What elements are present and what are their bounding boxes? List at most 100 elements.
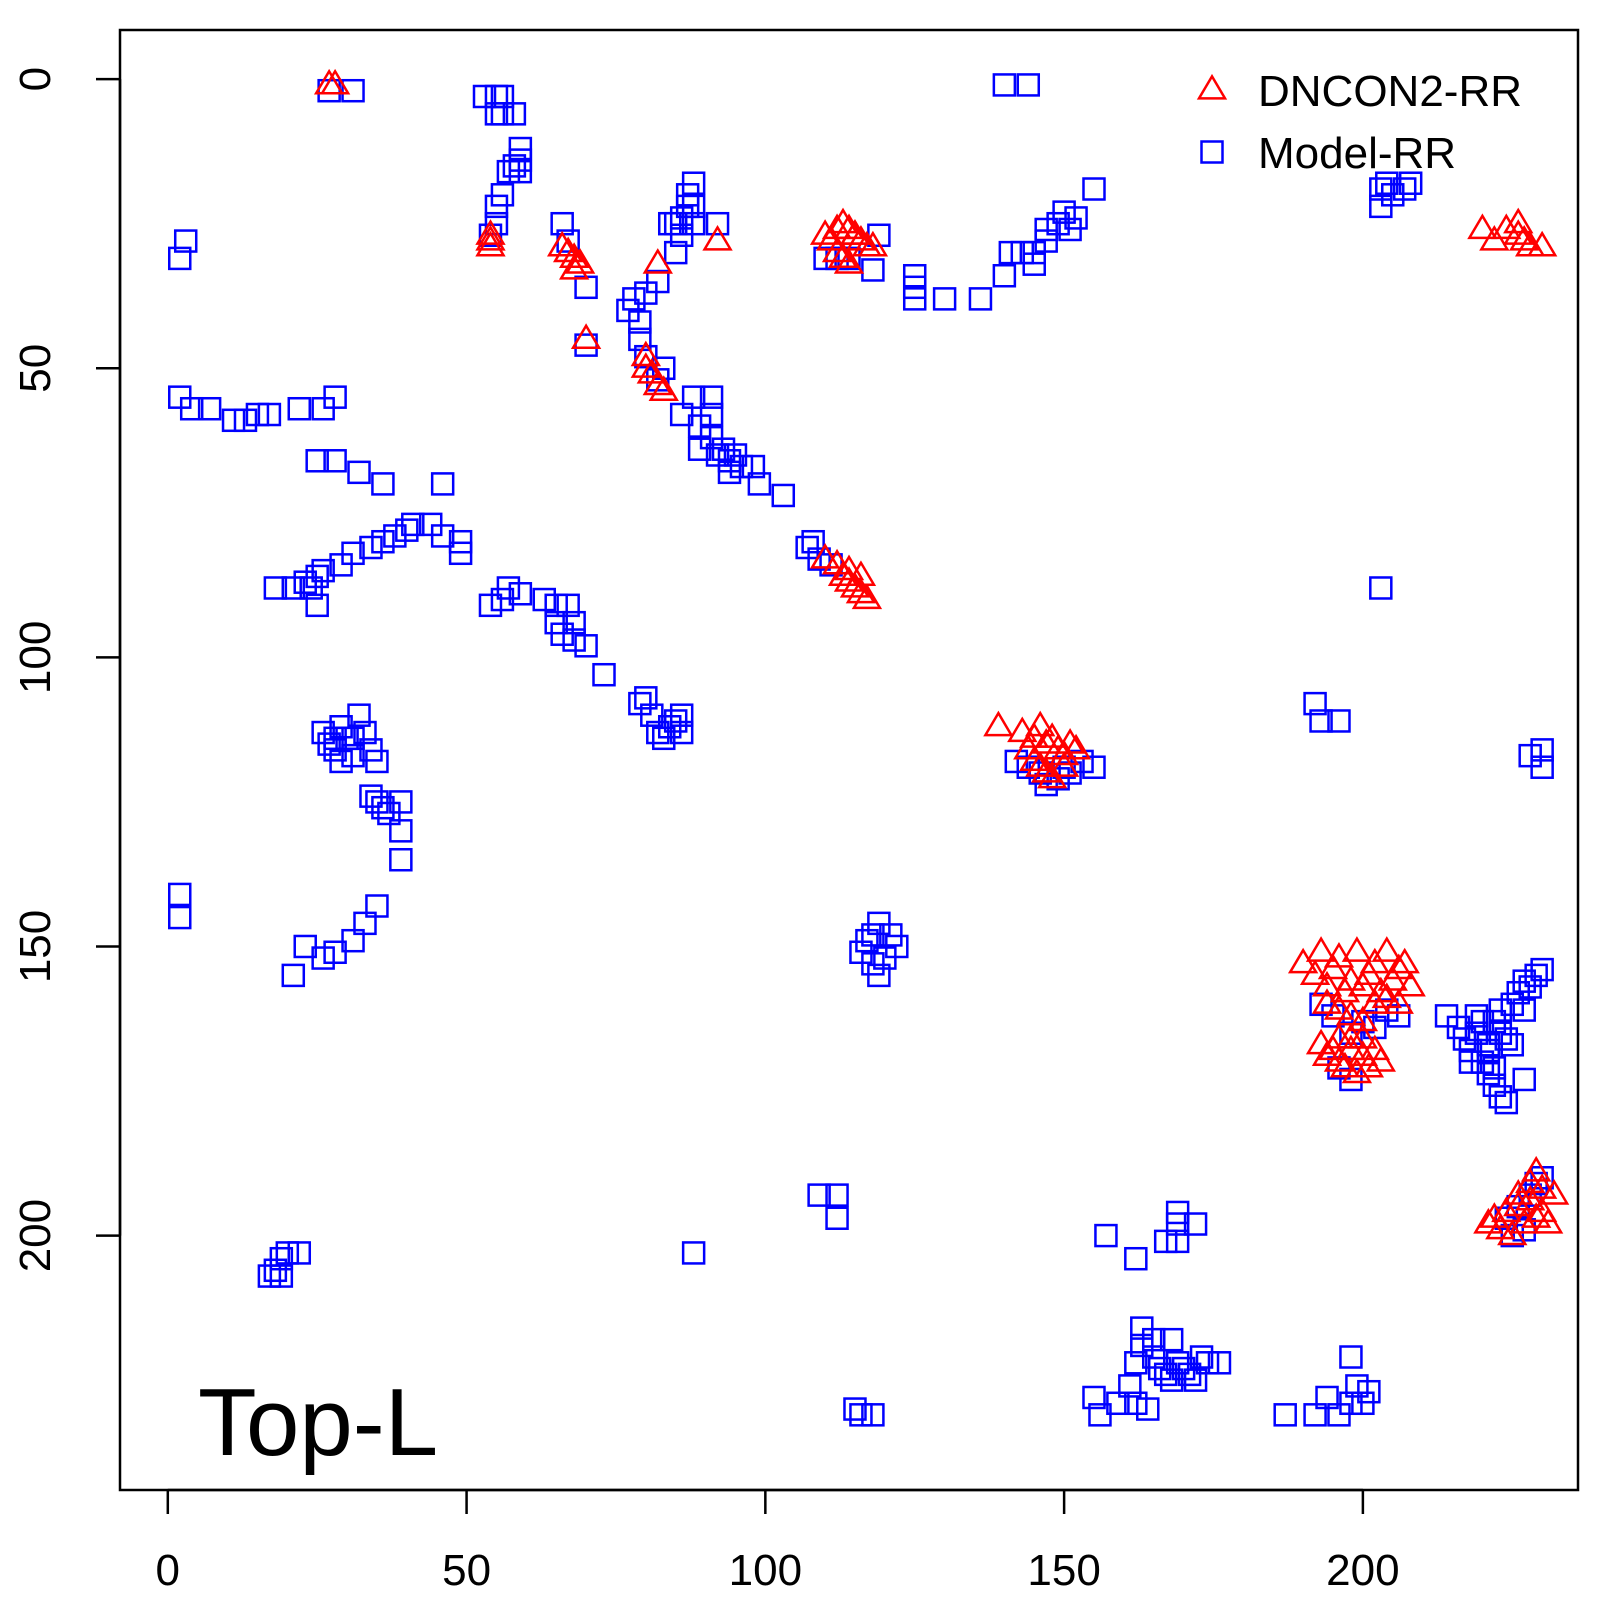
dncon2-rr-point bbox=[845, 224, 877, 251]
model-rr-point bbox=[430, 472, 455, 496]
model-rr-point bbox=[329, 749, 353, 774]
model-rr-point bbox=[1488, 998, 1513, 1022]
dncon2-rr-point bbox=[839, 219, 871, 245]
dncon2-rr-point bbox=[1395, 970, 1426, 997]
model-rr-point bbox=[389, 819, 413, 843]
model-rr-point bbox=[669, 703, 694, 727]
model-rr-point bbox=[1375, 998, 1399, 1022]
model-rr-point bbox=[968, 287, 993, 311]
dncon2-rr-point bbox=[827, 207, 859, 234]
dncon2-rr-point bbox=[570, 323, 602, 349]
model-rr-point bbox=[1159, 1327, 1184, 1352]
dncon2-rr-point bbox=[809, 542, 841, 569]
y-tick-label: 150 bbox=[11, 910, 60, 983]
model-rr-point bbox=[353, 911, 377, 936]
dncon2-rr-point bbox=[1503, 207, 1534, 234]
model-rr-point bbox=[1207, 1351, 1232, 1375]
model-rr-point bbox=[221, 408, 246, 433]
legend-label: Model-RR bbox=[1258, 129, 1456, 178]
model-rr-point bbox=[269, 1264, 294, 1288]
model-rr-point bbox=[807, 1183, 831, 1207]
model-rr-point bbox=[1136, 1397, 1160, 1421]
dncon2-rr-point bbox=[1311, 988, 1343, 1014]
dncon2-rr-point bbox=[1520, 1155, 1552, 1182]
x-tick-label: 200 bbox=[1326, 1546, 1399, 1595]
dncon2-rr-point bbox=[1042, 733, 1074, 760]
model-rr-point bbox=[502, 154, 527, 178]
model-rr-point bbox=[1183, 1212, 1208, 1236]
model-rr-point bbox=[305, 593, 329, 618]
dncon2-rr-point bbox=[1526, 230, 1558, 257]
y-tick-label: 100 bbox=[11, 621, 60, 694]
dncon2-rr-point bbox=[1323, 993, 1355, 1020]
dncon2-rr-point bbox=[1359, 988, 1391, 1014]
dncon2-rr-point bbox=[1305, 936, 1337, 962]
dncon2-rr-point bbox=[1335, 965, 1367, 991]
model-rr-point bbox=[1482, 1056, 1507, 1080]
model-rr-point bbox=[508, 582, 533, 606]
model-rr-point bbox=[401, 512, 425, 537]
model-rr-point bbox=[490, 84, 515, 109]
model-rr-point bbox=[1369, 576, 1393, 600]
model-rr-point bbox=[1512, 998, 1536, 1022]
dncon2-rr-point bbox=[1353, 1051, 1385, 1078]
dncon2-rr-point bbox=[702, 224, 733, 251]
points-layer bbox=[168, 68, 1570, 1427]
model-rr-point bbox=[305, 449, 329, 473]
model-rr-point bbox=[717, 460, 742, 485]
model-rr-point bbox=[353, 720, 377, 745]
dncon2-rr-point bbox=[1365, 1046, 1397, 1072]
model-rr-point bbox=[323, 385, 347, 409]
dncon2-rr-point bbox=[821, 236, 853, 263]
model-rr-point bbox=[484, 194, 509, 219]
dncon2-rr-point bbox=[1323, 941, 1355, 968]
dncon2-rr-point bbox=[1025, 751, 1056, 777]
model-rr-point bbox=[741, 454, 766, 479]
dncon2-rr-point bbox=[983, 710, 1014, 737]
model-rr-point bbox=[1303, 1403, 1327, 1427]
dncon2-rr-point bbox=[833, 248, 865, 274]
dncon2-rr-point bbox=[1509, 224, 1540, 251]
dncon2-rr-point bbox=[1030, 756, 1062, 783]
model-rr-point bbox=[1500, 1033, 1525, 1057]
annotation-label: Top-L bbox=[198, 1369, 438, 1476]
model-rr-point bbox=[1094, 1223, 1118, 1248]
dncon2-rr-point bbox=[833, 554, 865, 581]
model-rr-point bbox=[305, 564, 329, 589]
model-rr-point bbox=[371, 472, 395, 496]
model-rr-point bbox=[1124, 1351, 1148, 1375]
dncon2-rr-point bbox=[475, 230, 506, 257]
model-rr-point bbox=[293, 934, 317, 959]
model-rr-point bbox=[532, 587, 557, 612]
model-rr-point bbox=[1327, 709, 1351, 733]
model-rr-point bbox=[592, 662, 616, 687]
dncon2-rr-point bbox=[1007, 716, 1038, 743]
model-rr-point bbox=[168, 882, 192, 907]
dncon2-rr-point bbox=[552, 236, 584, 263]
model-rr-point bbox=[275, 1241, 300, 1265]
model-rr-point bbox=[168, 246, 192, 271]
model-rr-point bbox=[932, 287, 957, 311]
model-rr-point bbox=[669, 720, 694, 745]
model-rr-point bbox=[687, 437, 712, 461]
x-tick-label: 50 bbox=[442, 1546, 491, 1595]
model-rr-point bbox=[681, 171, 706, 195]
legend-marker bbox=[1196, 73, 1228, 100]
model-rr-point bbox=[902, 287, 927, 311]
model-rr-point bbox=[628, 310, 652, 334]
model-rr-point bbox=[179, 396, 204, 421]
dncon2-rr-point bbox=[1341, 936, 1373, 962]
dncon2-rr-point bbox=[1048, 751, 1080, 777]
model-rr-point bbox=[269, 1246, 294, 1271]
model-rr-point bbox=[705, 443, 730, 467]
model-rr-point bbox=[1392, 177, 1417, 201]
model-rr-point bbox=[323, 940, 347, 965]
y-tick-label: 200 bbox=[11, 1199, 60, 1272]
model-rr-point bbox=[1398, 171, 1423, 195]
model-rr-point bbox=[843, 1397, 867, 1421]
model-rr-point bbox=[1357, 1379, 1381, 1404]
model-rr-point bbox=[681, 1241, 706, 1265]
dncon2-rr-point bbox=[1538, 1179, 1570, 1205]
dncon2-rr-point bbox=[475, 219, 506, 245]
